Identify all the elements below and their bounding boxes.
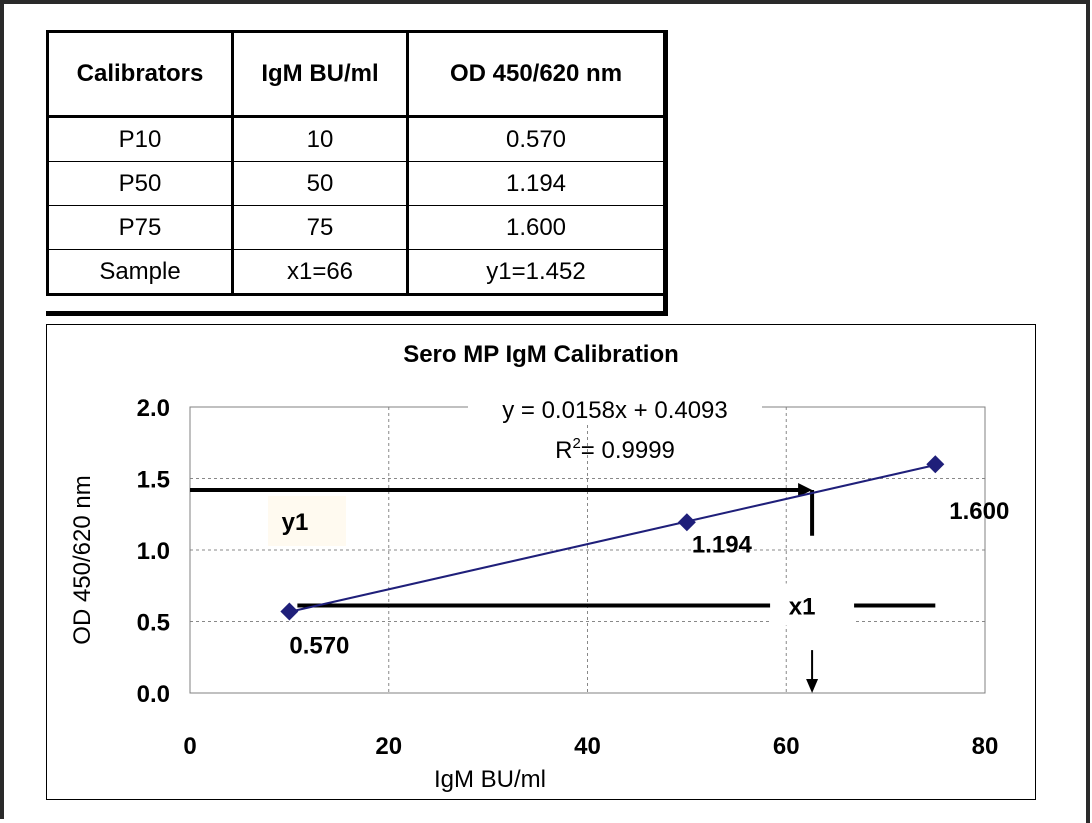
x-tick-label: 60 <box>773 733 800 760</box>
x-tick-label: 0 <box>183 733 196 760</box>
header-calibrators: Calibrators <box>46 30 234 118</box>
data-label: 0.570 <box>289 632 349 659</box>
cell-calibrator: P75 <box>46 205 234 250</box>
y-tick-label: 2.0 <box>137 395 170 422</box>
cell-calibrator: Sample <box>46 249 234 295</box>
frame-right-edge <box>1086 0 1090 823</box>
x-axis-label: IgM BU/ml <box>434 766 546 793</box>
cell-calibrator: P50 <box>46 161 234 206</box>
data-point <box>280 602 299 621</box>
table-header-row: Calibrators IgM BU/ml OD 450/620 nm <box>46 30 666 118</box>
annotation-lines: x1 <box>190 482 936 693</box>
data-label: 1.194 <box>692 531 753 558</box>
table-shadow-right <box>663 30 668 316</box>
r-squared: R2= 0.9999 <box>555 435 675 464</box>
x1-label: x1 <box>789 593 816 620</box>
chart-title: Sero MP IgM Calibration <box>403 341 679 368</box>
table-row: P50 50 1.194 <box>46 161 666 206</box>
x-tick-label: 80 <box>972 733 999 760</box>
equation-background <box>468 395 762 425</box>
y-tick-label: 0.0 <box>137 681 170 708</box>
x1-label-background <box>770 583 855 626</box>
r-squared-prefix: R <box>555 437 572 464</box>
cell-calibrator: P10 <box>46 116 234 162</box>
cell-od: 0.570 <box>406 116 666 162</box>
trend-line <box>289 464 936 613</box>
data-point <box>677 513 696 532</box>
x-tick-label: 40 <box>574 733 601 760</box>
data-label: 1.600 <box>949 498 1009 525</box>
r-squared-sup: 2 <box>572 435 580 452</box>
table-row: P10 10 0.570 <box>46 116 666 162</box>
header-igm: IgM BU/ml <box>231 30 409 118</box>
y-tick-label: 1.5 <box>137 467 170 494</box>
x-tick-label: 20 <box>375 733 402 760</box>
y1-label-background <box>268 495 346 546</box>
cell-igm: 75 <box>231 205 409 250</box>
table-row: Sample x1=66 y1=1.452 <box>46 249 666 295</box>
data-point <box>926 455 945 474</box>
cell-igm: 50 <box>231 161 409 206</box>
table-shadow-bottom <box>46 311 668 316</box>
chart-labels: 0 20 40 60 80 0.0 0.5 1.0 1.5 2.0 y1 0.570 1.194 1.60… <box>137 395 1010 760</box>
calibrators-table: Calibrators IgM BU/ml OD 450/620 nm P10 … <box>46 30 666 296</box>
y-tick-label: 1.0 <box>137 538 170 565</box>
cell-od: 1.194 <box>406 161 666 206</box>
cell-od: y1=1.452 <box>406 249 666 295</box>
y-axis-label: OD 450/620 nm <box>69 475 96 644</box>
cell-igm: x1=66 <box>231 249 409 295</box>
trend-equation: y = 0.0158x + 0.4093 <box>502 397 728 424</box>
y1-label: y1 <box>282 509 309 536</box>
y1-arrow-head <box>798 482 813 497</box>
x1-arrow-head <box>806 679 819 693</box>
y-tick-label: 0.5 <box>137 610 170 637</box>
r-squared-value: = 0.9999 <box>581 437 675 464</box>
data-points <box>280 455 945 621</box>
